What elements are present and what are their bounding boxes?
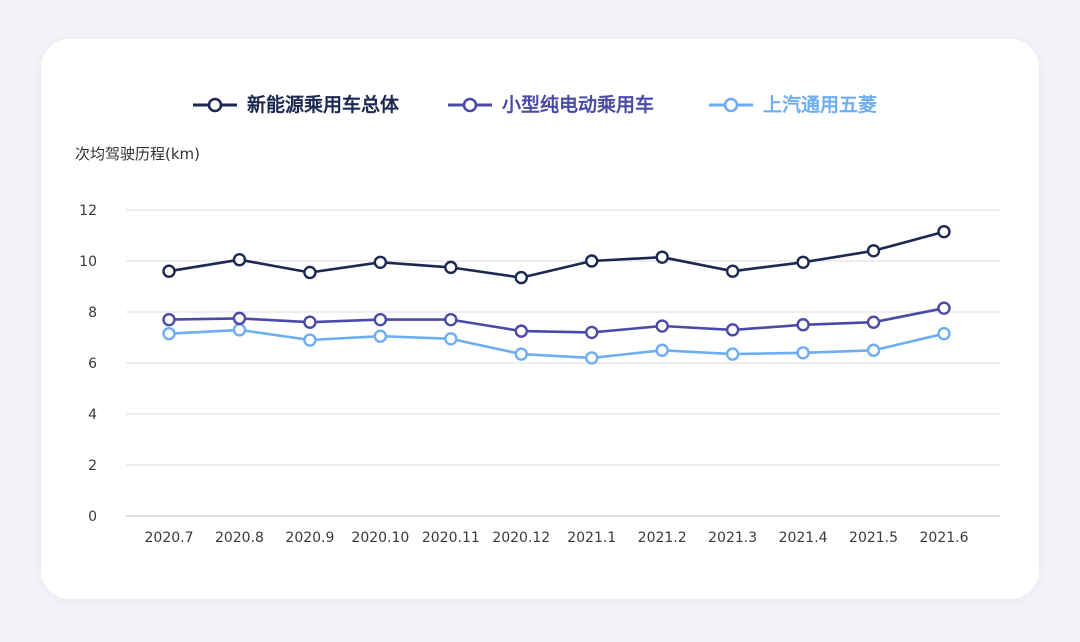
data-point[interactable] [725, 347, 740, 361]
data-point[interactable] [162, 312, 176, 327]
data-point[interactable] [725, 323, 740, 337]
series-line [168, 306, 945, 334]
y-tick-label: 2 [88, 458, 97, 474]
x-tick-label: 2020.8 [215, 530, 264, 546]
data-point[interactable] [232, 311, 247, 326]
series-2 [162, 323, 951, 365]
x-tick-label: 2021.3 [708, 530, 757, 546]
x-tick-label: 2021.5 [849, 530, 898, 546]
data-point[interactable] [373, 255, 388, 269]
x-tick-label: 2020.7 [145, 530, 194, 546]
y-tick-labels: 0 2 4 6 8 10 12 [79, 203, 97, 525]
data-point[interactable] [444, 332, 458, 346]
data-point[interactable] [373, 312, 388, 327]
y-tick-label: 12 [79, 203, 97, 219]
data-point[interactable] [655, 250, 669, 264]
data-point[interactable] [796, 318, 810, 332]
x-tick-label: 2021.1 [567, 530, 616, 546]
data-point[interactable] [162, 326, 176, 341]
data-point[interactable] [444, 260, 458, 275]
y-tick-label: 10 [79, 254, 97, 270]
series-0 [162, 224, 951, 285]
series-1 [162, 301, 951, 340]
data-point[interactable] [655, 343, 669, 357]
y-axis-label: 次均驾驶历程(km) [75, 145, 201, 163]
data-point[interactable] [866, 244, 881, 258]
series-lines [162, 224, 951, 365]
data-point[interactable] [373, 329, 388, 343]
x-tick-label: 2020.10 [351, 530, 409, 546]
data-point[interactable] [585, 254, 599, 268]
data-point[interactable] [162, 264, 176, 278]
data-point[interactable] [796, 255, 810, 269]
y-tick-label: 4 [88, 407, 97, 423]
x-tick-label: 2021.4 [779, 530, 828, 546]
data-point[interactable] [585, 325, 599, 340]
data-point[interactable] [303, 315, 317, 329]
grid-lines [126, 209, 1000, 517]
data-point[interactable] [866, 343, 881, 357]
data-point[interactable] [585, 351, 599, 365]
x-tick-label: 2020.9 [285, 530, 334, 546]
data-point[interactable] [444, 312, 458, 327]
x-tick-label: 2021.2 [638, 530, 687, 546]
x-tick-labels: 2020.7 2020.8 2020.9 2020.10 2020.11 2020.12 2… [145, 530, 969, 546]
data-point[interactable] [232, 253, 247, 267]
data-point[interactable] [303, 333, 317, 347]
data-point[interactable] [937, 301, 951, 315]
x-tick-label: 2020.12 [492, 530, 550, 546]
series-line [168, 328, 945, 360]
data-point[interactable] [655, 319, 669, 333]
data-point[interactable] [303, 265, 317, 280]
data-point[interactable] [725, 264, 740, 278]
data-point[interactable] [796, 346, 810, 360]
data-point[interactable] [232, 323, 247, 337]
data-point[interactable] [514, 347, 528, 361]
data-point[interactable] [514, 270, 528, 285]
y-tick-label: 6 [88, 356, 97, 372]
data-point[interactable] [937, 224, 951, 239]
data-point[interactable] [514, 324, 528, 338]
data-point[interactable] [937, 326, 951, 341]
y-tick-label: 8 [88, 305, 97, 321]
x-tick-label: 2020.11 [422, 530, 480, 546]
data-point[interactable] [866, 315, 881, 329]
y-tick-label: 0 [88, 509, 97, 525]
x-tick-label: 2021.6 [920, 530, 969, 546]
series-line [168, 230, 945, 279]
